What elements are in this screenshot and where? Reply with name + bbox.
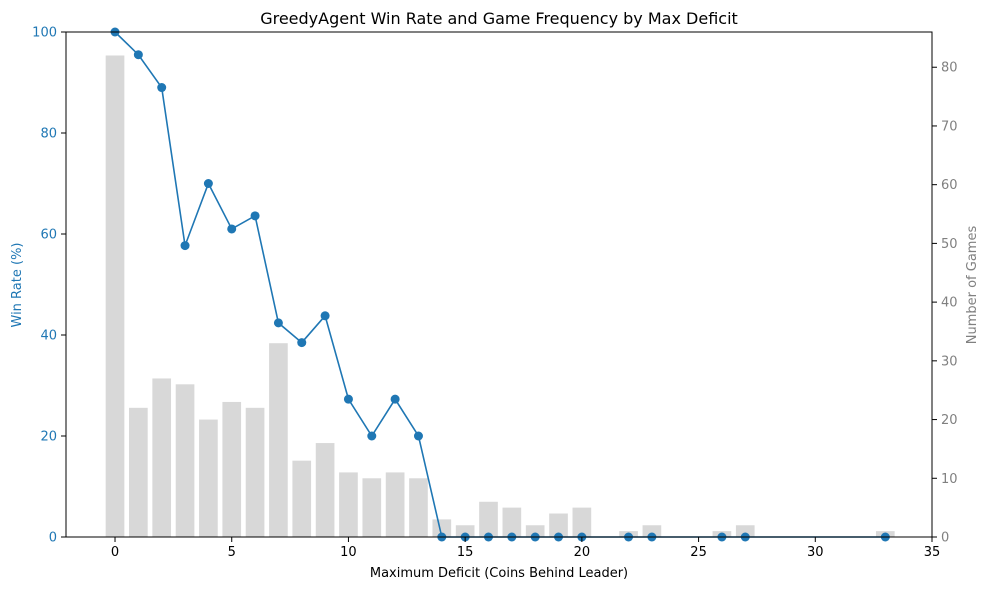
win-rate-point-2 bbox=[157, 83, 167, 93]
bar-games-19 bbox=[549, 513, 568, 537]
y-right-tick-label-60: 60 bbox=[941, 178, 958, 193]
bar-games-14 bbox=[432, 519, 452, 537]
win-rate-point-10 bbox=[343, 394, 353, 404]
bar-games-17 bbox=[502, 507, 522, 537]
x-axis-title: Maximum Deficit (Coins Behind Leader) bbox=[370, 566, 628, 581]
y-left-tick-label-20: 20 bbox=[40, 430, 57, 445]
bar-games-6 bbox=[245, 407, 265, 537]
x-tick-label-0: 0 bbox=[111, 545, 119, 560]
plot-frame bbox=[65, 31, 933, 538]
y-right-tick-label-70: 70 bbox=[941, 119, 958, 134]
x-tick-label-15: 15 bbox=[457, 545, 474, 560]
bar-games-0 bbox=[105, 55, 125, 537]
x-tick-label-10: 10 bbox=[340, 545, 357, 560]
y-right-tick-label-20: 20 bbox=[941, 413, 958, 428]
bar-games-12 bbox=[385, 472, 405, 537]
bar-games-4 bbox=[199, 419, 218, 537]
y-right-tick-label-0: 0 bbox=[941, 531, 949, 546]
bar-games-11 bbox=[362, 478, 382, 537]
win-rate-point-1 bbox=[133, 50, 143, 60]
x-tick-label-35: 35 bbox=[924, 545, 941, 560]
bar-games-13 bbox=[409, 478, 428, 537]
y-right-tick-label-30: 30 bbox=[941, 354, 958, 369]
bars-layer bbox=[105, 55, 895, 537]
y-right-tick-label-10: 10 bbox=[941, 472, 958, 487]
bar-games-1 bbox=[129, 407, 148, 537]
win-rate-point-11 bbox=[367, 431, 377, 441]
bar-games-2 bbox=[152, 378, 172, 537]
bar-games-9 bbox=[315, 443, 335, 537]
win-rate-point-5 bbox=[227, 224, 237, 234]
y-right-tick-label-80: 80 bbox=[941, 61, 958, 76]
y-right-tick-label-50: 50 bbox=[941, 237, 958, 252]
win-rate-point-6 bbox=[250, 211, 260, 221]
bar-games-8 bbox=[292, 460, 312, 537]
y-left-tick-label-0: 0 bbox=[49, 531, 57, 546]
x-tick-label-25: 25 bbox=[690, 545, 707, 560]
bar-games-10 bbox=[339, 472, 358, 537]
bar-games-3 bbox=[175, 384, 195, 537]
bar-games-23 bbox=[642, 525, 662, 537]
bar-games-7 bbox=[269, 343, 288, 537]
chart-title: GreedyAgent Win Rate and Game Frequency … bbox=[260, 9, 738, 28]
x-tick-label-30: 30 bbox=[807, 545, 824, 560]
bar-games-20 bbox=[572, 507, 592, 537]
x-tick-label-5: 5 bbox=[228, 545, 236, 560]
y-left-tick-label-80: 80 bbox=[40, 127, 57, 142]
y-left-tick-label-40: 40 bbox=[40, 329, 57, 344]
win-rate-point-9 bbox=[320, 311, 330, 321]
y-right-axis-title: Number of Games bbox=[965, 226, 980, 345]
win-rate-point-4 bbox=[203, 179, 213, 188]
bar-games-15 bbox=[455, 525, 475, 537]
y-right-tick-label-40: 40 bbox=[941, 296, 958, 311]
bar-games-5 bbox=[222, 401, 242, 537]
win-rate-point-7 bbox=[273, 318, 283, 328]
y-left-axis-title: Win Rate (%) bbox=[10, 243, 25, 328]
axes-layer: 0 5 10 15 20 25 30 3502040608010001020304050607… bbox=[32, 26, 957, 561]
win-rate-point-8 bbox=[297, 338, 307, 348]
bar-games-27 bbox=[735, 525, 755, 537]
bar-games-16 bbox=[479, 501, 498, 537]
x-tick-label-20: 20 bbox=[574, 545, 591, 560]
bar-games-18 bbox=[525, 525, 545, 537]
win-rate-point-13 bbox=[413, 431, 423, 441]
y-left-tick-label-100: 100 bbox=[32, 26, 57, 41]
y-left-tick-label-60: 60 bbox=[40, 228, 57, 243]
win-rate-point-12 bbox=[390, 394, 400, 404]
win-rate-point-3 bbox=[180, 241, 190, 251]
